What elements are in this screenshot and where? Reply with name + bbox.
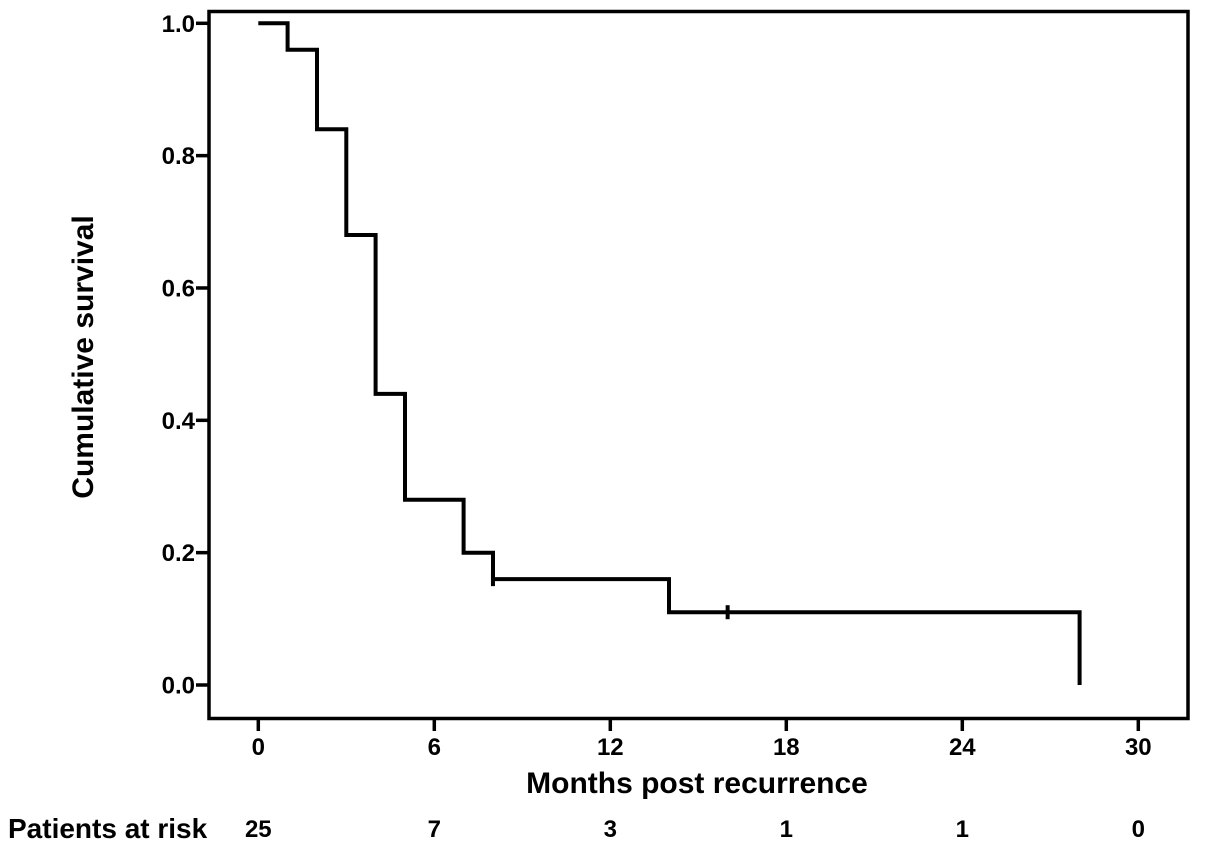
plot-area-border	[207, 9, 1190, 721]
x-axis-ticks: 0 6 12 18 24 30	[252, 718, 1152, 761]
at-risk-counts: 25 7 3 1 1 0	[245, 816, 1145, 843]
at-risk-count: 25	[245, 816, 272, 843]
censor-marks	[490, 572, 730, 620]
at-risk-count: 3	[604, 816, 617, 843]
y-tick-label: 0.8	[162, 143, 195, 170]
patients-at-risk-label: Patients at risk	[8, 813, 208, 844]
x-tick-label: 6	[428, 734, 441, 761]
y-axis-title: Cumulative survival	[67, 215, 100, 498]
x-tick-label: 24	[949, 734, 976, 761]
x-axis-title: Months post recurrence	[526, 767, 868, 800]
km-survival-curve	[258, 21, 1082, 685]
at-risk-count: 0	[1132, 816, 1145, 843]
y-tick-label: 0.0	[162, 673, 195, 700]
x-tick-label: 30	[1125, 734, 1152, 761]
at-risk-count: 1	[956, 816, 969, 843]
y-axis-ticks: 0.0 0.2 0.4 0.6 0.8 1.0	[162, 11, 209, 700]
y-tick-label: 0.4	[162, 408, 196, 435]
x-tick-label: 18	[773, 734, 800, 761]
at-risk-count: 7	[428, 816, 441, 843]
x-tick-label: 12	[597, 734, 624, 761]
at-risk-count: 1	[780, 816, 793, 843]
x-tick-label: 0	[252, 734, 265, 761]
y-tick-label: 0.2	[162, 540, 195, 567]
y-tick-label: 1.0	[162, 11, 195, 38]
y-tick-label: 0.6	[162, 275, 195, 302]
